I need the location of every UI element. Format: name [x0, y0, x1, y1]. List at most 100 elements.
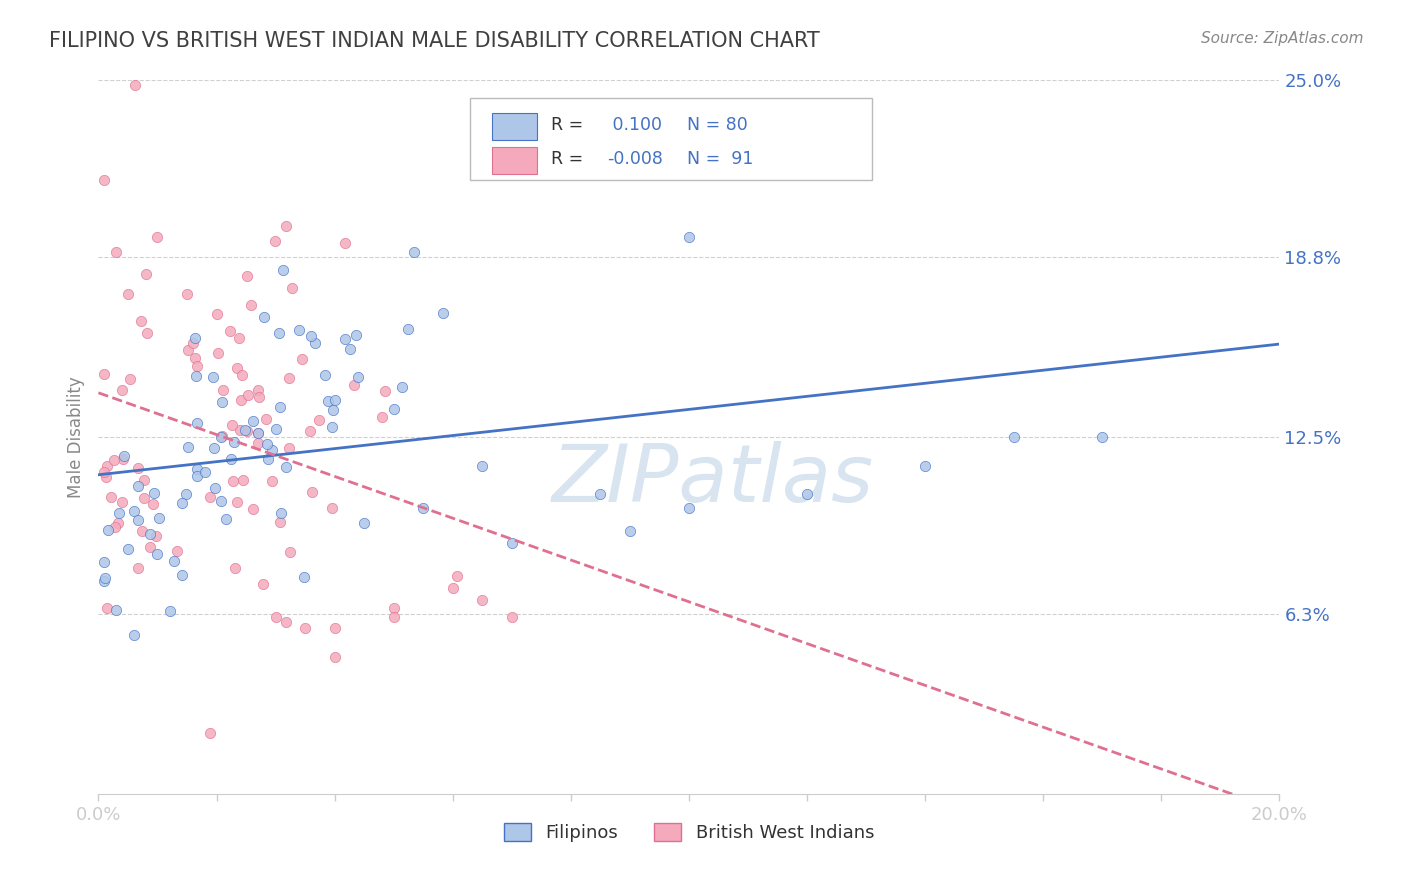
Point: [93, 555, 115, 569]
Point: [501, 610, 523, 624]
Point: [589, 487, 612, 501]
Legend: Filipinos, British West Indians: Filipinos, British West Indians: [496, 815, 882, 849]
Point: [222, 475, 245, 489]
Point: [120, 372, 142, 386]
Point: [194, 465, 217, 479]
Point: [277, 370, 299, 384]
Point: [219, 324, 242, 338]
Point: [304, 335, 326, 350]
Point: [181, 335, 204, 350]
Point: [93, 574, 115, 588]
Point: [270, 400, 292, 414]
Point: [314, 368, 336, 382]
Point: [209, 493, 232, 508]
Point: [159, 603, 181, 617]
Point: [242, 502, 264, 516]
Point: [204, 481, 226, 495]
Point: [678, 230, 700, 244]
Point: [105, 244, 128, 259]
Point: [221, 451, 243, 466]
Point: [136, 326, 159, 341]
Point: [172, 567, 194, 582]
FancyBboxPatch shape: [471, 98, 872, 180]
Point: [1002, 430, 1025, 444]
Point: [198, 726, 221, 740]
Point: [96, 458, 118, 473]
Point: [146, 230, 169, 244]
Point: [235, 268, 257, 283]
Point: [264, 610, 287, 624]
Point: [111, 494, 134, 508]
Point: [263, 234, 285, 248]
Point: [224, 560, 246, 574]
Point: [471, 592, 494, 607]
Point: [335, 236, 357, 251]
Text: N = 80: N = 80: [686, 116, 748, 134]
Point: [236, 424, 259, 438]
Point: [93, 465, 115, 479]
Point: [97, 524, 120, 538]
Point: [186, 462, 208, 476]
Point: [184, 331, 207, 345]
Point: [1091, 430, 1114, 444]
Point: [132, 491, 155, 505]
Point: [117, 542, 139, 557]
Point: [274, 219, 297, 233]
Point: [117, 287, 139, 301]
Point: [233, 423, 256, 437]
Text: R =: R =: [551, 150, 589, 168]
Point: [247, 425, 270, 440]
Text: -0.008: -0.008: [607, 150, 664, 168]
Point: [104, 520, 127, 534]
Point: [94, 571, 117, 585]
Point: [166, 544, 188, 558]
Point: [127, 561, 149, 575]
Point: [412, 501, 434, 516]
Point: [222, 434, 245, 449]
Point: [232, 473, 254, 487]
Point: [174, 487, 197, 501]
Point: [228, 423, 250, 437]
Point: [177, 343, 200, 357]
Point: [127, 513, 149, 527]
Point: [254, 412, 277, 426]
Point: [339, 342, 361, 356]
Point: [177, 440, 200, 454]
Point: [238, 388, 260, 402]
Point: [202, 369, 225, 384]
Point: [501, 535, 523, 549]
Point: [382, 610, 405, 624]
Point: [382, 601, 405, 615]
Point: [316, 393, 339, 408]
Point: [134, 474, 156, 488]
Point: [247, 390, 270, 404]
Point: [619, 524, 641, 539]
Text: Source: ZipAtlas.com: Source: ZipAtlas.com: [1201, 31, 1364, 46]
Point: [122, 503, 145, 517]
Point: [211, 429, 233, 443]
Point: [225, 360, 247, 375]
Point: [333, 332, 356, 346]
Point: [202, 441, 225, 455]
Point: [269, 326, 291, 341]
Text: FILIPINO VS BRITISH WEST INDIAN MALE DISABILITY CORRELATION CHART: FILIPINO VS BRITISH WEST INDIAN MALE DIS…: [49, 31, 820, 51]
Point: [441, 582, 464, 596]
Point: [347, 369, 370, 384]
Point: [211, 395, 233, 409]
Point: [139, 540, 162, 554]
Point: [124, 78, 146, 92]
Text: ZIPatlas: ZIPatlas: [551, 441, 873, 519]
Point: [142, 497, 165, 511]
Point: [247, 435, 270, 450]
Point: [176, 287, 198, 301]
Point: [353, 516, 375, 530]
Point: [207, 346, 229, 360]
Point: [288, 323, 311, 337]
Point: [256, 436, 278, 450]
Point: [111, 451, 134, 466]
Point: [321, 500, 343, 515]
Point: [281, 281, 304, 295]
Bar: [492, 147, 537, 174]
Text: 0.100: 0.100: [607, 116, 662, 134]
Point: [143, 486, 166, 500]
